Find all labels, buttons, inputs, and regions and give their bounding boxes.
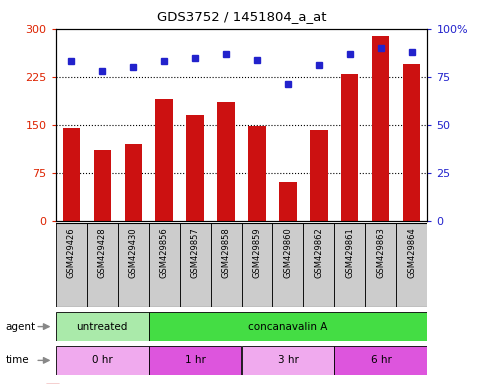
- Bar: [211, 223, 242, 307]
- Text: GSM429426: GSM429426: [67, 227, 75, 278]
- Bar: [334, 223, 366, 307]
- Text: agent: agent: [6, 321, 36, 332]
- Bar: [303, 223, 334, 307]
- Text: GSM429856: GSM429856: [159, 227, 169, 278]
- Bar: [86, 223, 117, 307]
- Text: 1 hr: 1 hr: [185, 355, 205, 366]
- Bar: [56, 346, 149, 375]
- Bar: [280, 182, 297, 221]
- Text: GSM429858: GSM429858: [222, 227, 230, 278]
- Bar: [403, 64, 421, 221]
- Bar: [372, 36, 389, 221]
- Bar: [56, 223, 86, 307]
- Bar: [217, 103, 235, 221]
- Bar: [186, 115, 203, 221]
- Text: GSM429859: GSM429859: [253, 227, 261, 278]
- Bar: [397, 223, 427, 307]
- Text: GSM429863: GSM429863: [376, 227, 385, 278]
- Text: GSM429857: GSM429857: [190, 227, 199, 278]
- Text: GSM429430: GSM429430: [128, 227, 138, 278]
- Bar: [149, 223, 180, 307]
- Bar: [366, 223, 397, 307]
- Text: GSM429864: GSM429864: [408, 227, 416, 278]
- Text: time: time: [6, 355, 29, 366]
- Text: 3 hr: 3 hr: [278, 355, 298, 366]
- Bar: [125, 144, 142, 221]
- Bar: [180, 223, 211, 307]
- Bar: [341, 74, 358, 221]
- Bar: [311, 130, 327, 221]
- Text: GDS3752 / 1451804_a_at: GDS3752 / 1451804_a_at: [157, 10, 326, 23]
- Text: GSM429860: GSM429860: [284, 227, 293, 278]
- Text: concanavalin A: concanavalin A: [248, 321, 327, 332]
- Bar: [149, 346, 242, 375]
- Text: untreated: untreated: [76, 321, 128, 332]
- Bar: [149, 312, 427, 341]
- Bar: [272, 223, 303, 307]
- Bar: [242, 346, 334, 375]
- Text: 0 hr: 0 hr: [92, 355, 113, 366]
- Bar: [242, 223, 272, 307]
- Bar: [334, 346, 427, 375]
- Bar: [62, 128, 80, 221]
- Bar: [156, 99, 172, 221]
- Bar: [117, 223, 149, 307]
- Text: GSM429861: GSM429861: [345, 227, 355, 278]
- Text: GSM429428: GSM429428: [98, 227, 107, 278]
- Text: 6 hr: 6 hr: [370, 355, 391, 366]
- Bar: [56, 312, 149, 341]
- Text: GSM429862: GSM429862: [314, 227, 324, 278]
- Bar: [248, 126, 266, 221]
- Bar: [94, 151, 111, 221]
